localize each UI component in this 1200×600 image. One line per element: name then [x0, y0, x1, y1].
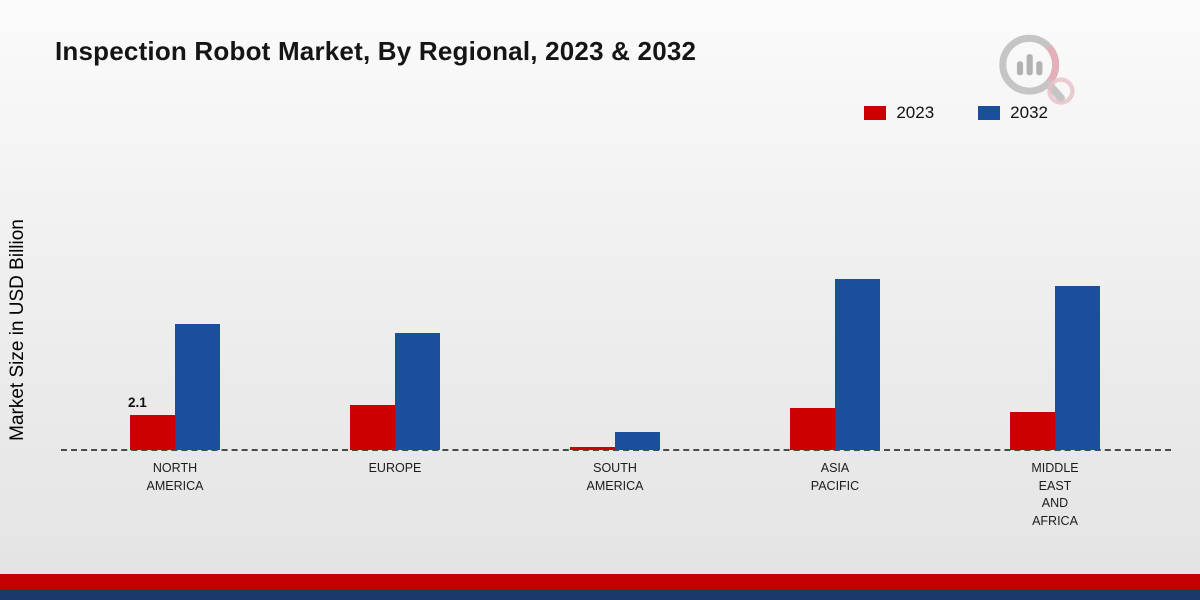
legend-swatch-2023: [864, 106, 887, 120]
bar-2032-europe: [395, 332, 440, 450]
category-group-south-america: SOUTH AMERICA: [505, 249, 725, 493]
category-label: ASIA PACIFIC: [810, 461, 860, 493]
bar-2032-asia-pacific: [835, 279, 880, 450]
category-label: EUROPE: [368, 461, 422, 475]
chart-title: Inspection Robot Market, By Regional, 20…: [55, 36, 697, 66]
footer-navy-stripe: [0, 589, 1200, 600]
bar-value-label: 2.1: [128, 394, 147, 410]
legend-swatch-2032: [978, 106, 1001, 120]
bar-2023-europe: [350, 404, 395, 450]
bar-2032-middle-east-and-africa: [1055, 285, 1100, 450]
footer-red-stripe: [0, 574, 1200, 589]
bar-2023-south-america: [570, 446, 615, 450]
y-axis-label: Market Size in USD Billion: [7, 219, 28, 441]
legend-item-2032: 2032: [978, 103, 1048, 123]
plot-area: 2.1 NORTH AMERICA EUROPE SOUTH AMERICA ASIA …: [61, 249, 1171, 528]
bar-2023-middle-east-and-africa: [1010, 411, 1055, 450]
category-label: NORTH AMERICA: [146, 461, 204, 493]
legend-label-2023: 2023: [896, 103, 935, 122]
category-group-europe: EUROPE: [285, 249, 505, 475]
legend: 2023 2032: [864, 103, 1048, 123]
bar-2032-south-america: [615, 431, 660, 450]
category-label: MIDDLE EAST AND AFRICA: [1031, 461, 1079, 528]
category-group-asia-pacific: ASIA PACIFIC: [725, 249, 945, 493]
magnifier-chart-logo-icon: [999, 34, 1075, 105]
zero-baseline: [61, 449, 1171, 451]
bar-2023-north-america: 2.1: [128, 395, 175, 450]
category-group-north-america: 2.1 NORTH AMERICA: [65, 249, 285, 493]
category-group-middle-east-and-africa: MIDDLE EAST AND AFRICA: [945, 249, 1165, 528]
legend-label-2032: 2032: [1010, 103, 1048, 122]
category-label: SOUTH AMERICA: [586, 461, 644, 493]
legend-item-2023: 2023: [864, 103, 934, 123]
brand-logo: [987, 26, 1075, 114]
bar-2023-asia-pacific: [790, 408, 835, 450]
bar-2032-north-america: [175, 324, 220, 450]
